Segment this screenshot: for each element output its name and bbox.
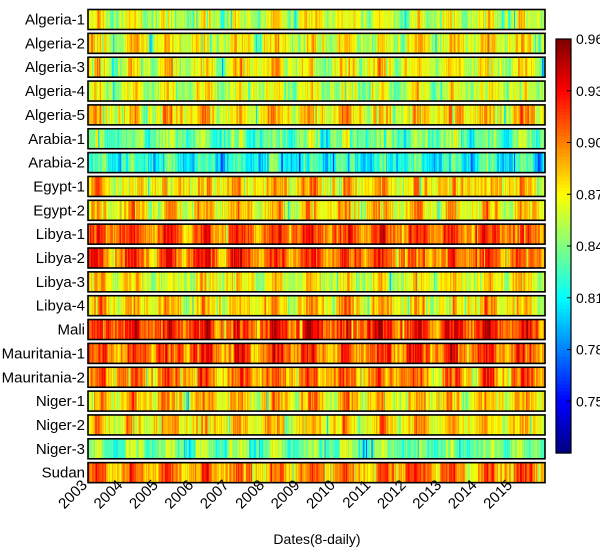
heatmap-row: Egypt-1: [33, 176, 545, 196]
heatmap-row: Arabia-2: [28, 153, 545, 173]
row-label: Algeria-4: [25, 83, 85, 100]
row-label: Algeria-1: [25, 12, 85, 29]
heatmap-row: Egypt-2: [33, 200, 545, 220]
heatmap-rows: Algeria-1 Algeria-2 Algeria-3 Algeria-4 Alge…: [2, 10, 546, 483]
row-label: Algeria-5: [25, 107, 85, 124]
row-label: Arabia-1: [28, 131, 85, 148]
heatmap-row: Arabia-1: [28, 129, 545, 149]
row-label: Egypt-1: [33, 178, 85, 195]
heatmap-row: Algeria-3: [25, 57, 546, 77]
row-label: Algeria-2: [25, 35, 85, 52]
heatmap-row: Algeria-1: [25, 10, 546, 30]
heatmap-row: Algeria-5: [25, 105, 546, 125]
row-label: Algeria-3: [25, 59, 85, 76]
heatmap-row: Algeria-2: [25, 33, 546, 53]
heatmap-row: Algeria-4: [25, 81, 546, 101]
row-label: Arabia-2: [28, 155, 85, 172]
